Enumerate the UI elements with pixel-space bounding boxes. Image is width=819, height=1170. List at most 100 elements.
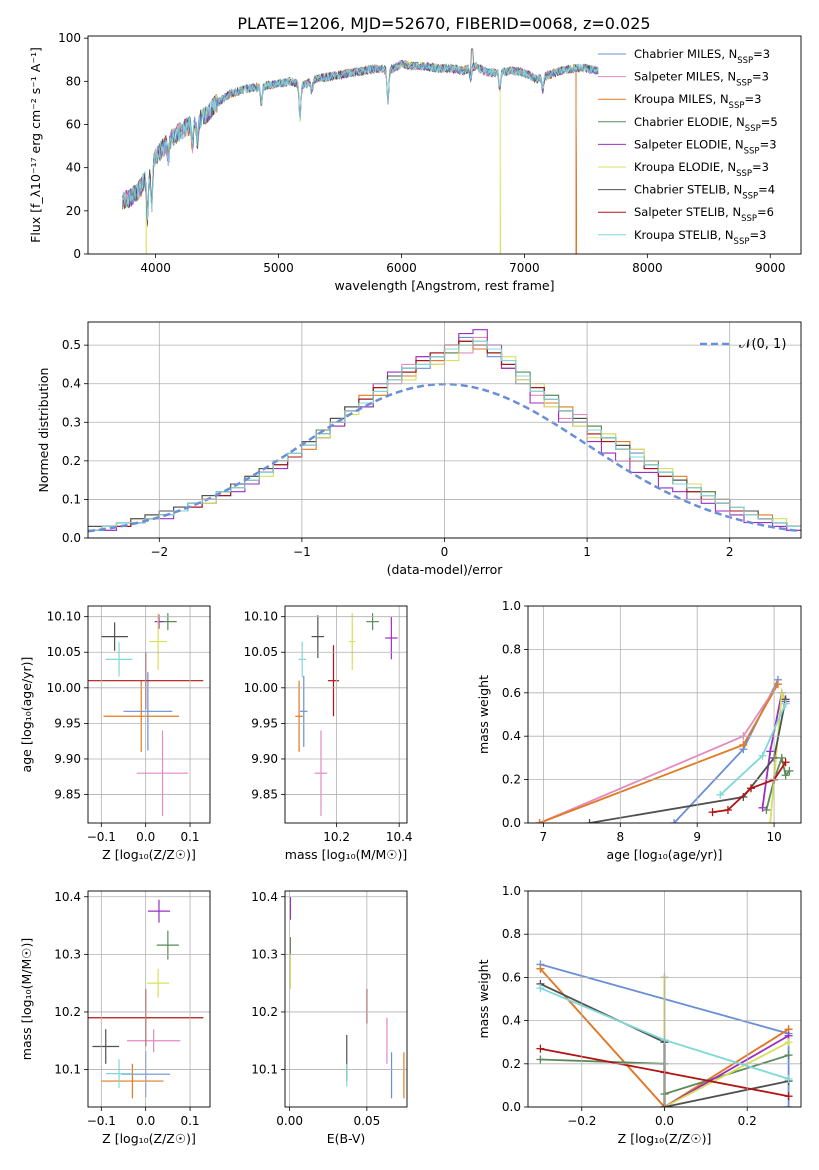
plot-area — [122, 48, 599, 254]
legend-suffix: =3 — [744, 92, 761, 106]
y-tick-label: 100 — [58, 31, 81, 45]
y-tick-label: 1.0 — [502, 884, 521, 898]
y-tick-label: 20 — [66, 204, 81, 218]
y-tick-label: 80 — [66, 74, 81, 88]
x-tick-label: 2 — [726, 545, 734, 559]
plot-area — [295, 613, 398, 816]
legend-label: Salpeter MILES, N — [634, 70, 736, 84]
legend-entry: Salpeter ELODIE, NSSP=3 — [634, 137, 777, 156]
y-tick-label: 0.5 — [62, 338, 81, 352]
x-tick-label: 0.2 — [738, 1114, 757, 1128]
y-tick-label: 0.3 — [62, 415, 81, 429]
y-tick-label: 0.4 — [62, 377, 81, 391]
x-tick-label: −1 — [293, 545, 311, 559]
axes-frame — [284, 605, 408, 824]
x-tick-label: 0.0 — [136, 1114, 155, 1128]
legend-sub: SSP — [745, 124, 761, 134]
y-axis-label: Normed distribution — [36, 368, 51, 493]
x-tick-label: 0.0 — [136, 830, 155, 844]
y-tick-label: 0.1 — [62, 492, 81, 506]
x-axis-label: Z [log₁₀(Z/Z☉)] — [102, 1131, 196, 1146]
axes-frame — [87, 35, 802, 255]
x-tick-label: 10 — [766, 830, 781, 844]
y-tick-label: 0.6 — [502, 970, 521, 984]
axes-frame — [87, 890, 211, 1108]
x-tick-label: 10.2 — [323, 830, 350, 844]
y-tick-label: 1.0 — [502, 599, 521, 613]
axes-frame — [87, 605, 211, 824]
legend-suffix: =5 — [761, 115, 778, 129]
axes-frame — [527, 605, 802, 824]
legend-label: Chabrier STELIB, N — [634, 183, 742, 197]
y-tick-label: 0.2 — [502, 1057, 521, 1071]
y-tick-label: 0.4 — [502, 1014, 521, 1028]
x-tick-label: 9000 — [755, 261, 786, 275]
y-tick-label: 0.0 — [62, 531, 81, 545]
y-tick-label: 0.0 — [502, 1100, 521, 1114]
x-tick-label: 10.4 — [386, 830, 413, 844]
legend-entry: Chabrier ELODIE, NSSP=5 — [634, 115, 778, 134]
legend-suffix: =3 — [752, 160, 769, 174]
y-tick-label: 0.6 — [502, 686, 521, 700]
legend-sub: SSP — [737, 56, 753, 66]
legend-sub: SSP — [736, 79, 752, 89]
x-tick-label: −2 — [150, 545, 168, 559]
spectrum-line-kroupa-miles — [122, 59, 599, 254]
x-tick-label: 8000 — [632, 261, 663, 275]
y-tick-label: 10.2 — [251, 1005, 278, 1019]
y-tick-label: 9.95 — [54, 716, 81, 730]
x-tick-label: 6000 — [386, 261, 417, 275]
plot-area — [289, 896, 405, 1099]
panel-age_vs_mass: 10.2 10.4 9.85 9.90 9.95 10.00 10.05 10.10 mass … — [244, 605, 413, 862]
y-axis-label: age [log₁₀(age/yr)] — [19, 657, 34, 773]
spectrum-line-kroupa-elodie — [122, 60, 599, 254]
y-tick-label: 10.05 — [47, 645, 81, 659]
legend-sub: SSP — [729, 101, 745, 111]
y-tick-label: 0.4 — [502, 729, 521, 743]
y-tick-label: 40 — [66, 161, 81, 175]
panel-age_vs_Z: −0.1 0.0 0.1 9.85 9.90 9.95 10.00 10.05 10.10 Z [… — [19, 605, 211, 862]
axes-frame — [527, 890, 802, 1108]
legend-entry: Chabrier STELIB, NSSP=4 — [634, 183, 775, 202]
x-tick-label: 0 — [441, 545, 449, 559]
y-tick-label: 60 — [66, 117, 81, 131]
x-axis-label: E(B-V) — [327, 1131, 366, 1146]
legend-label: Salpeter ELODIE, N — [634, 137, 744, 151]
weight-line-salpeter-miles — [539, 683, 779, 823]
x-tick-label: 0.05 — [353, 1114, 380, 1128]
legend-label: Chabrier MILES, N — [634, 47, 737, 61]
y-axis-label: mass [log₁₀(M/M☉)] — [19, 938, 34, 1060]
legend-suffix: =3 — [753, 47, 770, 61]
y-tick-label: 10.00 — [47, 681, 81, 695]
y-tick-label: 9.95 — [251, 716, 278, 730]
y-tick-label: 10.05 — [244, 645, 278, 659]
y-tick-label: 10.1 — [251, 1063, 278, 1077]
y-tick-label: 10.3 — [54, 947, 81, 961]
y-tick-label: 10.3 — [251, 947, 278, 961]
x-tick-label: 9 — [693, 830, 701, 844]
legend-suffix: =3 — [749, 228, 766, 242]
y-tick-label: 10.4 — [251, 890, 278, 904]
y-tick-label: 9.90 — [54, 752, 81, 766]
legend-suffix: =3 — [760, 137, 777, 151]
y-tick-label: 0 — [73, 247, 81, 261]
spectrum-line-chabrier-miles — [122, 59, 599, 219]
panel-mass_vs_EBV: 0.00 0.05 10.1 10.2 10.3 10.4 E(B-V) — [251, 890, 408, 1146]
x-tick-label: 0.1 — [180, 830, 199, 844]
y-axis-label: mass weight — [476, 675, 491, 754]
y-axis-label: Flux [f_λ10⁻¹⁷ erg cm⁻² s⁻¹ A⁻¹] — [28, 47, 43, 243]
legend-sub: SSP — [734, 237, 750, 247]
axes-frame — [87, 321, 802, 539]
x-tick-label: −0.1 — [87, 830, 116, 844]
legend-sub: SSP — [736, 169, 752, 179]
y-tick-label: 9.90 — [251, 752, 278, 766]
y-tick-label: 10.10 — [244, 610, 278, 624]
figure-title: PLATE=1206, MJD=52670, FIBERID=0068, z=0… — [237, 14, 650, 33]
legend-entry: Kroupa ELODIE, NSSP=3 — [634, 160, 769, 179]
spectrum-line-salpeter-stelib — [122, 59, 578, 254]
x-tick-label: 0.1 — [180, 1114, 199, 1128]
plot-area — [535, 675, 794, 823]
legend-entry: Kroupa STELIB, NSSP=3 — [634, 228, 766, 247]
